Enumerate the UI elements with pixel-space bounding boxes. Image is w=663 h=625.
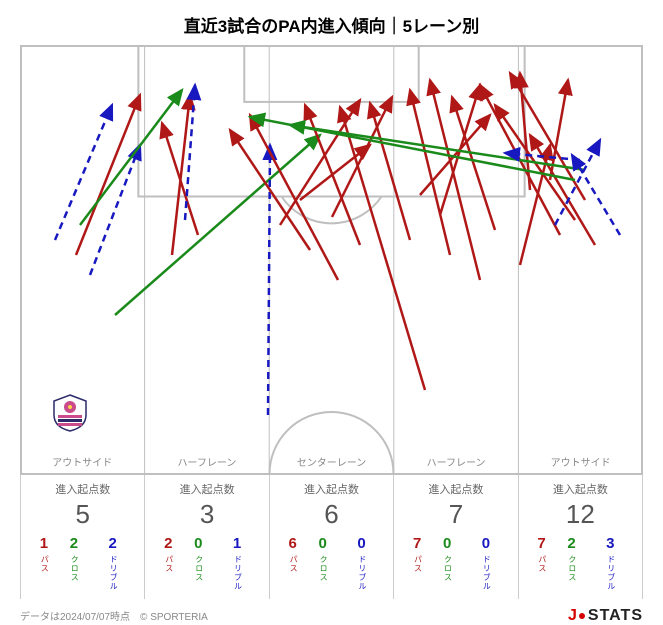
stat-label: 進入起点数 (523, 481, 638, 497)
pass-label: パス (537, 555, 546, 573)
stat-total: 7 (398, 499, 513, 530)
stat-total: 3 (149, 499, 264, 530)
footer: データは2024/07/07時点 © SPORTERIA J STATS (20, 607, 643, 625)
dribble-label: ドリブル (108, 555, 117, 591)
cross-label: クロス (567, 555, 576, 582)
pass-count: 2 (164, 536, 172, 553)
lane-labels-row: アウトサイドハーフレーンセンターレーンハーフレーンアウトサイド (20, 454, 643, 469)
dribble-count: 2 (109, 536, 117, 553)
pitch-lines (20, 45, 643, 475)
dribble-count: 3 (606, 536, 614, 553)
stat-label: 進入起点数 (274, 481, 389, 497)
lane-name: センターレーン (269, 454, 394, 469)
cross-count: 0 (443, 536, 451, 553)
pass-count: 7 (413, 536, 421, 553)
footer-credit: データは2024/07/07時点 © SPORTERIA (20, 608, 208, 623)
cross-label: クロス (70, 555, 79, 582)
pitch-area: アウトサイドハーフレーンセンターレーンハーフレーンアウトサイド (20, 45, 643, 475)
stat-total: 6 (274, 499, 389, 530)
dribble-label: ドリブル (357, 555, 366, 591)
lane-name: ハーフレーン (145, 454, 270, 469)
lane-stat-cell: 進入起点数 7 7 パス 0 クロス 0 ドリブル (394, 475, 518, 599)
pass-label: パス (288, 555, 297, 573)
cross-count: 2 (70, 536, 78, 553)
lane-stat-cell: 進入起点数 6 6 パス 0 クロス 0 ドリブル (270, 475, 394, 599)
cross-label: クロス (443, 555, 452, 582)
lane-name: アウトサイド (20, 454, 145, 469)
lane-stat-cell: 進入起点数 12 7 パス 2 クロス 3 ドリブル (519, 475, 643, 599)
footer-logo: J STATS (568, 607, 643, 625)
pass-label: パス (413, 555, 422, 573)
dribble-count: 1 (233, 536, 241, 553)
pass-count: 7 (537, 536, 545, 553)
pass-label: パス (164, 555, 173, 573)
dribble-label: ドリブル (606, 555, 615, 591)
pass-count: 1 (40, 536, 48, 553)
lane-stats-row: 進入起点数 5 1 パス 2 クロス 2 ドリブル 進入起点数 3 2 パス 0 クロス … (20, 475, 643, 599)
chart-title: 直近3試合のPA内進入傾向｜5レーン別 (20, 12, 643, 37)
chart-container: 直近3試合のPA内進入傾向｜5レーン別 アウトサイドハーフレーンセンターレーンハ… (0, 0, 663, 611)
dribble-count: 0 (357, 536, 365, 553)
logo-text: STATS (588, 607, 643, 625)
dribble-label: ドリブル (482, 555, 491, 591)
lane-stat-cell: 進入起点数 5 1 パス 2 クロス 2 ドリブル (21, 475, 145, 599)
cross-label: クロス (194, 555, 203, 582)
team-badge (50, 393, 90, 433)
lane-name: アウトサイド (518, 454, 643, 469)
lane-stat-cell: 進入起点数 3 2 パス 0 クロス 1 ドリブル (145, 475, 269, 599)
stat-breakdown: 7 パス 2 クロス 3 ドリブル (523, 536, 638, 591)
cross-count: 0 (319, 536, 327, 553)
cross-count: 2 (567, 536, 575, 553)
lane-name: ハーフレーン (394, 454, 519, 469)
stat-label: 進入起点数 (149, 481, 264, 497)
dribble-label: ドリブル (233, 555, 242, 591)
pass-count: 6 (289, 536, 297, 553)
stat-total: 12 (523, 499, 638, 530)
cross-count: 0 (194, 536, 202, 553)
stat-label: 進入起点数 (25, 481, 140, 497)
cross-label: クロス (318, 555, 327, 582)
stat-breakdown: 1 パス 2 クロス 2 ドリブル (25, 536, 140, 591)
dribble-count: 0 (482, 536, 490, 553)
logo-dot (579, 613, 585, 619)
stat-breakdown: 2 パス 0 クロス 1 ドリブル (149, 536, 264, 591)
stat-total: 5 (25, 499, 140, 530)
pass-label: パス (40, 555, 49, 573)
stat-breakdown: 6 パス 0 クロス 0 ドリブル (274, 536, 389, 591)
stat-breakdown: 7 パス 0 クロス 0 ドリブル (398, 536, 513, 591)
logo-j: J (568, 607, 577, 625)
stat-label: 進入起点数 (398, 481, 513, 497)
